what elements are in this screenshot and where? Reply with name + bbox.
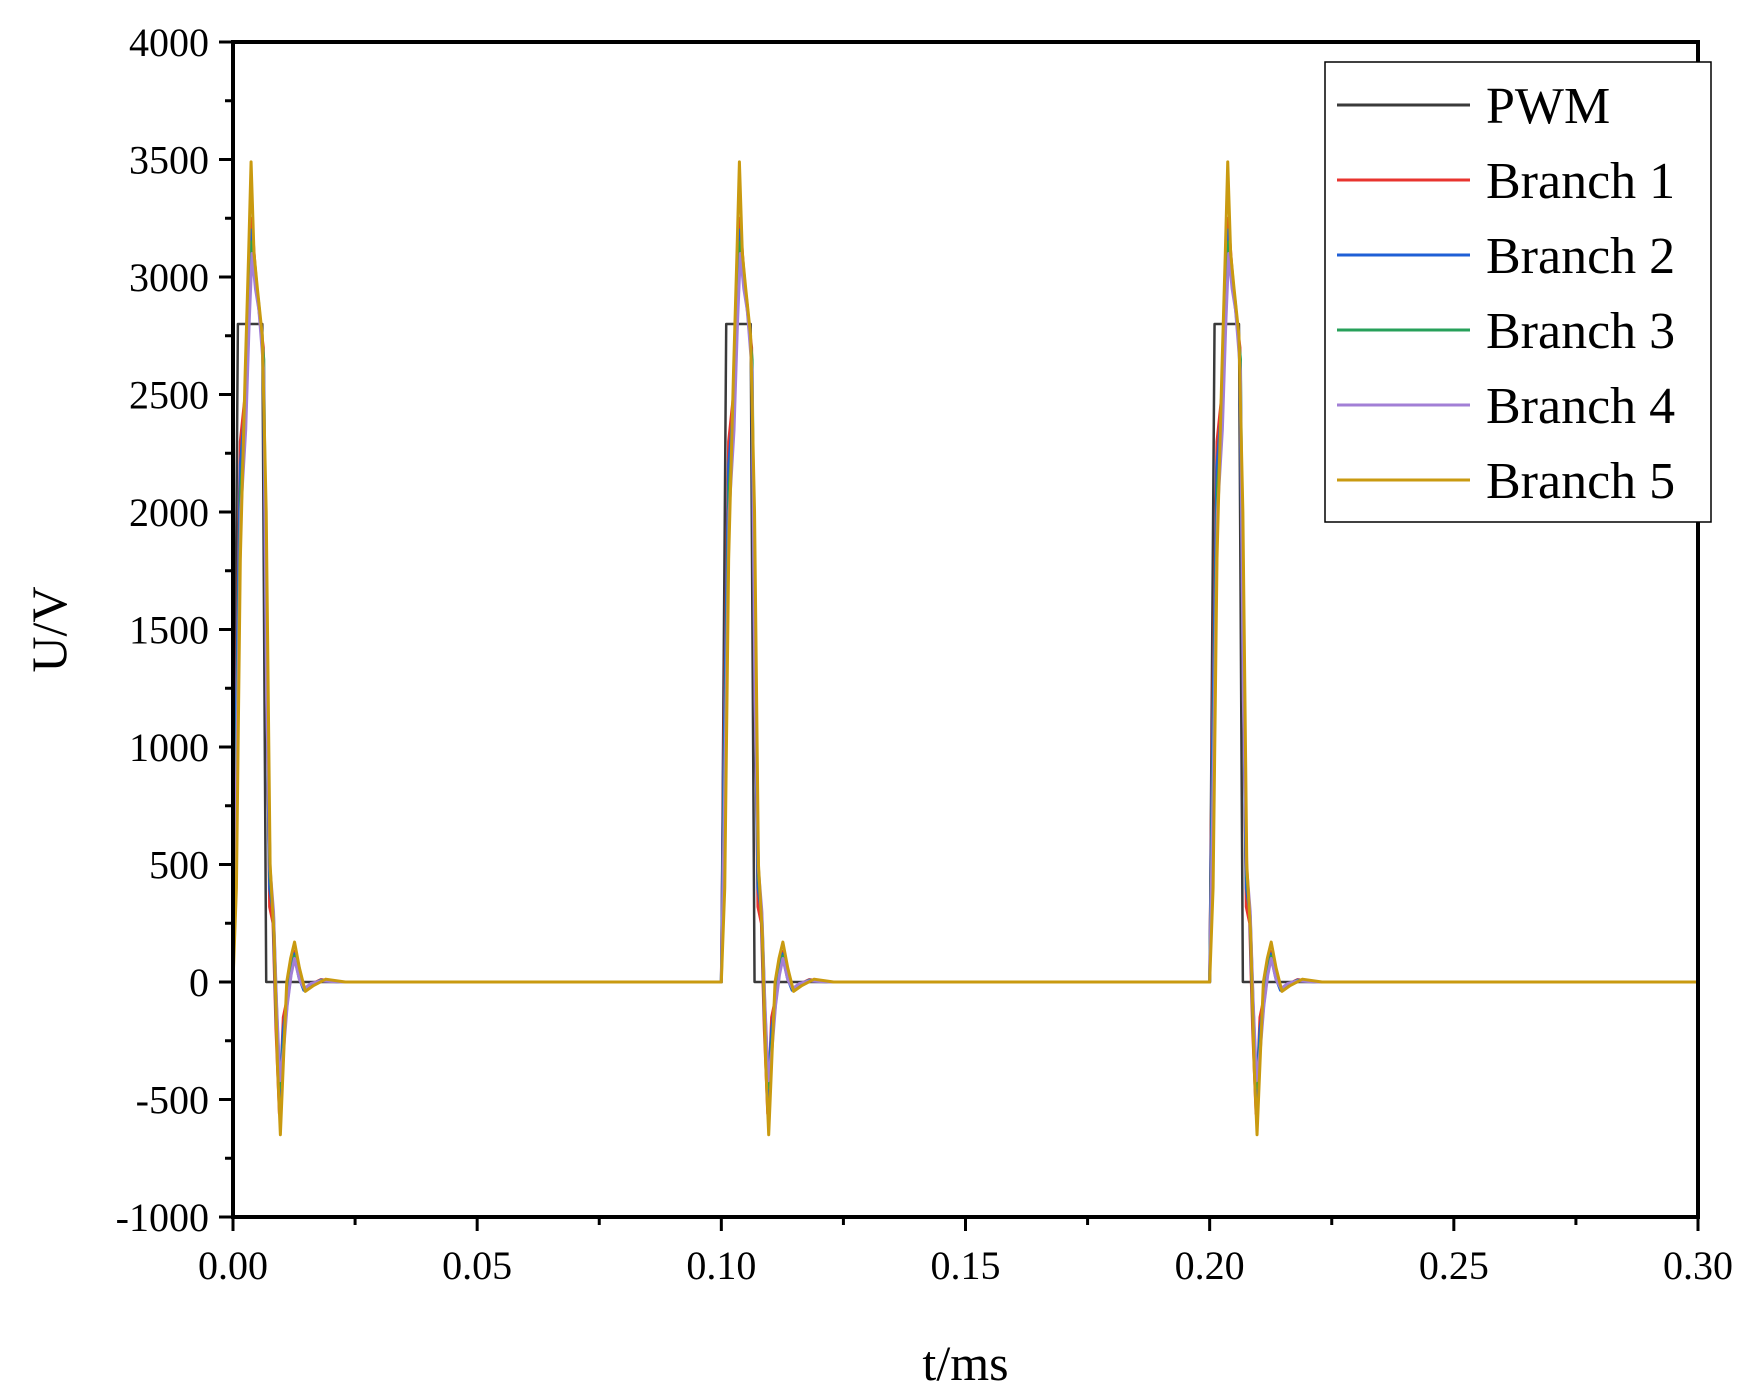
legend-label: Branch 5 — [1486, 453, 1675, 510]
series-line — [231, 160, 1698, 1137]
legend-label: Branch 1 — [1486, 153, 1675, 210]
legend-item: Branch 2 — [1337, 228, 1675, 285]
legend-item: Branch 3 — [1337, 303, 1675, 360]
x-tick-label: 0.25 — [1419, 1243, 1489, 1288]
series-layer — [231, 160, 1698, 1137]
legend-label: Branch 3 — [1486, 303, 1675, 360]
y-tick-label: 500 — [149, 843, 209, 888]
x-tick-label: 0.20 — [1175, 1243, 1245, 1288]
x-tick-label: 0.30 — [1663, 1243, 1733, 1288]
y-tick-label: 3500 — [129, 138, 209, 183]
legend-label: Branch 2 — [1486, 228, 1675, 285]
y-axis-title: U/V — [21, 586, 77, 672]
y-tick-label: 1500 — [129, 608, 209, 653]
y-tick-label: -500 — [136, 1078, 209, 1123]
legend-item: Branch 4 — [1337, 378, 1675, 435]
x-axis-title: t/ms — [922, 1335, 1008, 1391]
x-tick-label: 0.10 — [686, 1243, 756, 1288]
legend-item: Branch 1 — [1337, 153, 1675, 210]
y-tick-label: 0 — [189, 960, 209, 1005]
x-tick-label: 0.00 — [198, 1243, 268, 1288]
x-tick-label: 0.15 — [931, 1243, 1001, 1288]
y-tick-label: 3000 — [129, 255, 209, 300]
legend-item: PWM — [1337, 78, 1610, 135]
ticks-layer: 0.00 0.05 0.10 0.15 0.20 0.25 0.30 -1000 -500 0 50… — [116, 20, 1733, 1288]
y-tick-label: 2500 — [129, 373, 209, 418]
legend-items: PWM Branch 1 Branch 2 Branch 3 Branch 4 Branc… — [1337, 78, 1675, 510]
legend-label: Branch 4 — [1486, 378, 1675, 435]
legend: PWM Branch 1 Branch 2 Branch 3 Branch 4 Branc… — [1324, 61, 1712, 523]
legend-label: PWM — [1486, 78, 1610, 135]
legend-item: Branch 5 — [1337, 453, 1675, 510]
y-tick-label: 1000 — [129, 725, 209, 770]
x-tick-label: 0.05 — [442, 1243, 512, 1288]
y-tick-label: -1000 — [116, 1195, 209, 1240]
y-tick-label: 4000 — [129, 20, 209, 65]
y-tick-label: 2000 — [129, 490, 209, 535]
legend-box — [1324, 61, 1712, 523]
